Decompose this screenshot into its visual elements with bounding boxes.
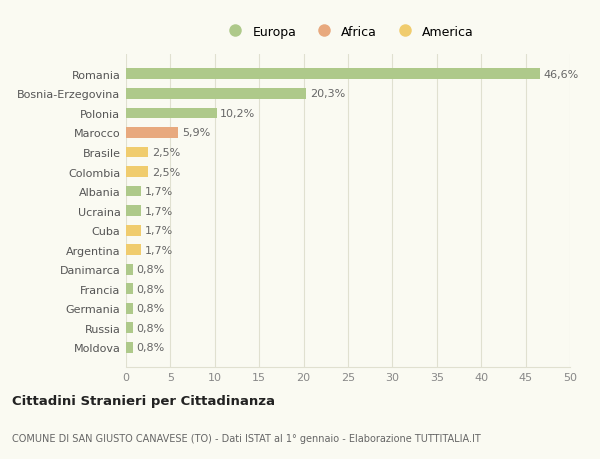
Text: 10,2%: 10,2% [220,109,256,118]
Bar [126,89,306,100]
Bar [126,167,148,178]
Text: 2,5%: 2,5% [152,148,180,157]
Text: 20,3%: 20,3% [310,89,345,99]
Text: 1,7%: 1,7% [145,206,173,216]
Text: 0,8%: 0,8% [137,265,165,274]
Text: 2,5%: 2,5% [152,167,180,177]
Text: 0,8%: 0,8% [137,284,165,294]
Text: 1,7%: 1,7% [145,226,173,235]
Text: 5,9%: 5,9% [182,128,210,138]
Text: COMUNE DI SAN GIUSTO CANAVESE (TO) - Dati ISTAT al 1° gennaio - Elaborazione TUT: COMUNE DI SAN GIUSTO CANAVESE (TO) - Dat… [12,433,481,442]
Bar [126,225,141,236]
Bar [126,69,540,80]
Bar [126,264,133,275]
Bar [126,323,133,334]
Bar [126,284,133,295]
Text: 46,6%: 46,6% [544,70,578,79]
Bar [126,128,178,139]
Bar [126,186,141,197]
Text: 1,7%: 1,7% [145,187,173,196]
Text: 0,8%: 0,8% [137,343,165,353]
Text: 0,8%: 0,8% [137,323,165,333]
Bar [126,245,141,256]
Text: 0,8%: 0,8% [137,304,165,313]
Bar [126,303,133,314]
Bar [126,206,141,217]
Bar [126,147,148,158]
Text: Cittadini Stranieri per Cittadinanza: Cittadini Stranieri per Cittadinanza [12,394,275,407]
Legend: Europa, Africa, America: Europa, Africa, America [217,21,479,44]
Bar [126,342,133,353]
Text: 1,7%: 1,7% [145,245,173,255]
Bar [126,108,217,119]
